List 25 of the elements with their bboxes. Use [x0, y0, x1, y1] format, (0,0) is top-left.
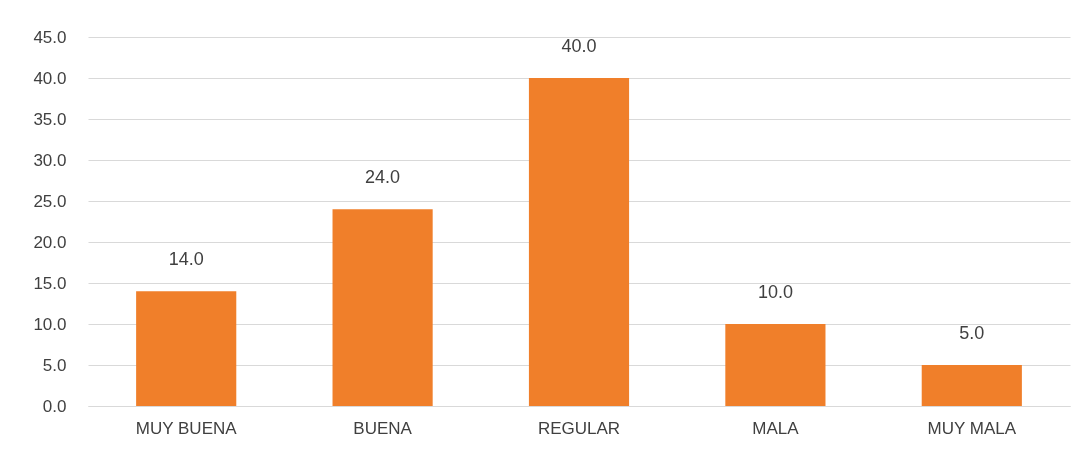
y-tick-label: 10.0 [33, 314, 67, 334]
data-label: 10.0 [757, 282, 793, 302]
bar [136, 291, 237, 406]
bar [332, 209, 433, 406]
y-tick-label: 45.0 [33, 27, 67, 47]
data-label: 5.0 [959, 323, 985, 343]
y-tick-label: 20.0 [33, 232, 67, 252]
y-tick-label: 0.0 [42, 396, 67, 416]
bar [921, 365, 1022, 406]
bar [725, 324, 826, 406]
y-tick-label: 30.0 [33, 150, 67, 170]
y-tick-label: 40.0 [33, 68, 67, 88]
x-tick-label: MUY MALA [927, 418, 1017, 438]
x-tick-label: MUY BUENA [135, 418, 238, 438]
x-tick-label: REGULAR [537, 418, 621, 438]
data-label: 24.0 [365, 167, 401, 188]
y-tick-label: 15.0 [33, 273, 67, 293]
data-label: 14.0 [168, 249, 204, 270]
data-label: 40.0 [561, 36, 597, 56]
x-tick-label: MALA [752, 418, 800, 438]
y-tick-label: 25.0 [33, 191, 67, 211]
y-tick-label: 35.0 [33, 109, 67, 129]
y-tick-label: 5.0 [42, 355, 67, 375]
bar [528, 78, 630, 406]
x-tick-label: BUENA [353, 418, 413, 438]
